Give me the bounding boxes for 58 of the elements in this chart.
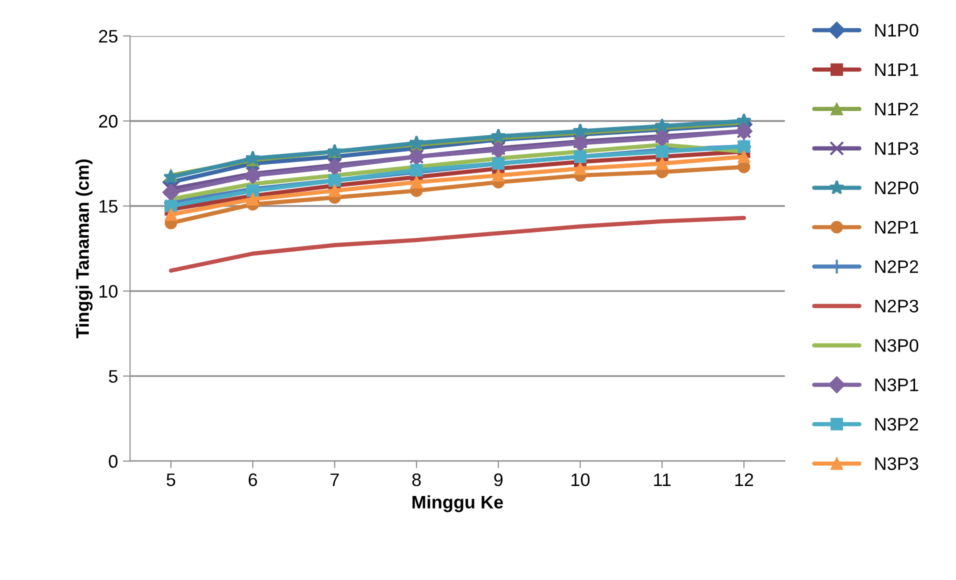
point [408,135,424,150]
point [164,200,178,212]
point [328,184,341,197]
legend-label: N3P3 [875,457,918,470]
legend-label: N1P0 [875,24,918,37]
point [490,128,506,143]
point [164,208,178,221]
point [246,192,260,206]
legend-label: N1P2 [875,102,918,116]
x-tick-label: 6 [248,473,258,486]
y-tick-label: 25 [99,30,118,43]
point [162,184,180,201]
point [654,129,671,147]
point [492,169,505,182]
point [654,118,670,133]
legend-label: N2P2 [875,260,918,273]
point [246,166,260,181]
legend-label: N1P3 [875,142,918,155]
x-tick-label: 7 [330,474,339,486]
legend-label: N3P1 [875,378,918,392]
x-tick-label: 8 [412,473,421,486]
point [572,134,589,152]
x-tick-label: 9 [494,473,503,486]
point [574,162,586,175]
point [410,164,423,177]
y-tick-label: 20 [99,114,118,128]
point [244,166,262,184]
x-axis-title: Minggu Ke [412,495,503,512]
legend-label: N2P0 [875,181,918,194]
legend-label: N3P2 [875,418,918,431]
point [490,141,507,158]
x-tick-label: 10 [572,473,590,486]
y-tick-label: 0 [108,455,118,468]
legend-label: N3P0 [875,339,918,352]
y-axis-title: Tinggi Tanaman (cm) [76,159,93,338]
point [572,134,588,149]
point [656,145,668,158]
y-tick-label: 15 [100,200,118,213]
x-tick-label: 11 [654,474,671,486]
point [572,123,588,138]
point [327,158,342,172]
point [491,140,506,156]
y-tick-label: 5 [108,370,118,383]
x-tick-label: 5 [166,474,176,486]
point [245,150,260,166]
point [410,176,423,188]
legend-label: N1P1 [875,63,918,76]
point [738,150,750,163]
legend-label: N2P1 [875,220,918,234]
x-tick-label: 12 [735,473,754,486]
point [246,184,260,197]
y-tick-label: 10 [100,284,118,298]
line-series [168,216,746,273]
legend-label: N2P3 [875,300,918,312]
point [654,129,670,144]
point [164,182,178,196]
point [656,157,668,170]
point [326,158,344,176]
